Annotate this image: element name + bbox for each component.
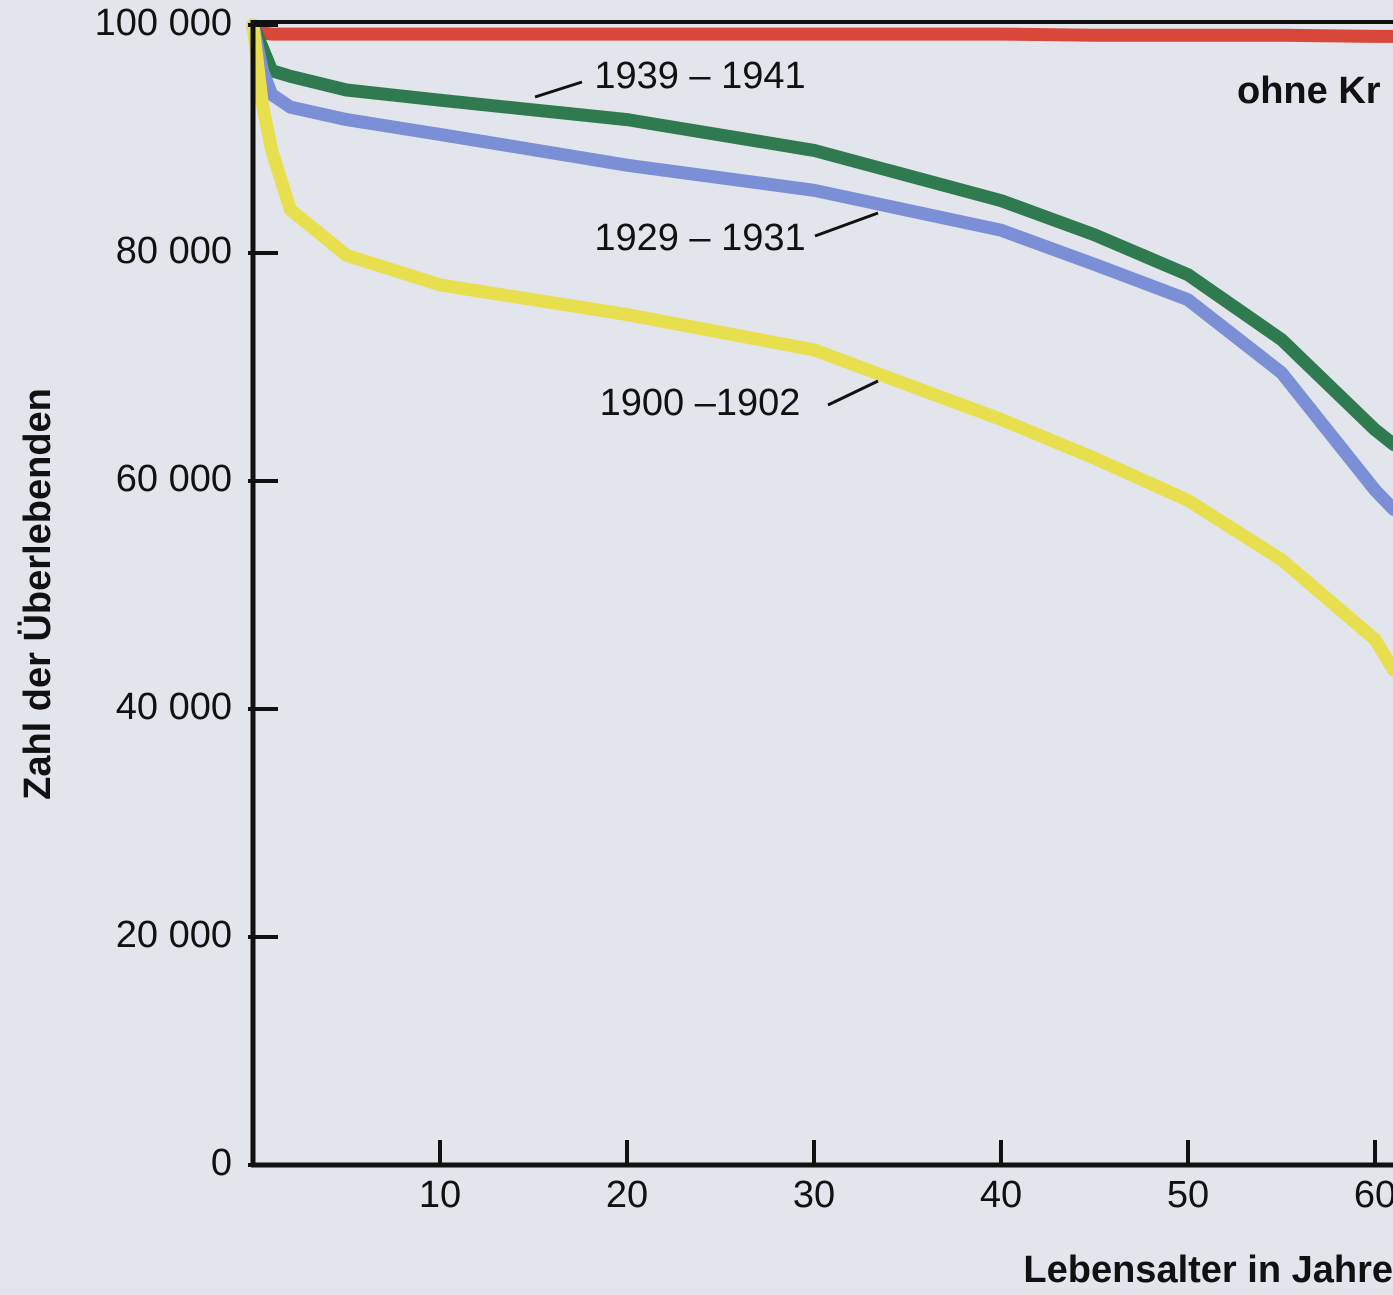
series-annotation: 1939 – 1941 — [594, 55, 805, 97]
y-tick-label: 0 — [211, 1142, 232, 1184]
y-axis-label: Zahl der Überlebenden — [16, 388, 59, 800]
annotation-leader — [534, 80, 583, 99]
y-tick-label: 80 000 — [116, 230, 232, 272]
x-tick-label: 40 — [980, 1174, 1022, 1216]
y-tick-label: 100 000 — [95, 2, 232, 44]
annotation-leader — [814, 211, 879, 238]
series-line — [246, 18, 1393, 516]
series-annotation: 1929 – 1931 — [594, 217, 805, 259]
series-line — [246, 18, 1393, 451]
x-tick-label: 30 — [793, 1174, 835, 1216]
series-annotation: ohne Kr — [1237, 70, 1381, 112]
x-tick-label: 20 — [606, 1174, 648, 1216]
y-tick-label: 60 000 — [116, 458, 232, 500]
x-tick-label: 60 — [1354, 1174, 1393, 1216]
annotation-leader — [827, 379, 879, 407]
series-annotation: 1900 –1902 — [600, 382, 801, 424]
series-line — [246, 20, 1393, 43]
x-tick-label: 50 — [1167, 1174, 1209, 1216]
series-line — [246, 18, 1393, 677]
x-axis-label: Lebensalter in Jahre — [1023, 1249, 1393, 1291]
y-tick-label: 20 000 — [116, 914, 232, 956]
y-tick-label: 40 000 — [116, 686, 232, 728]
x-tick-label: 10 — [419, 1174, 461, 1216]
